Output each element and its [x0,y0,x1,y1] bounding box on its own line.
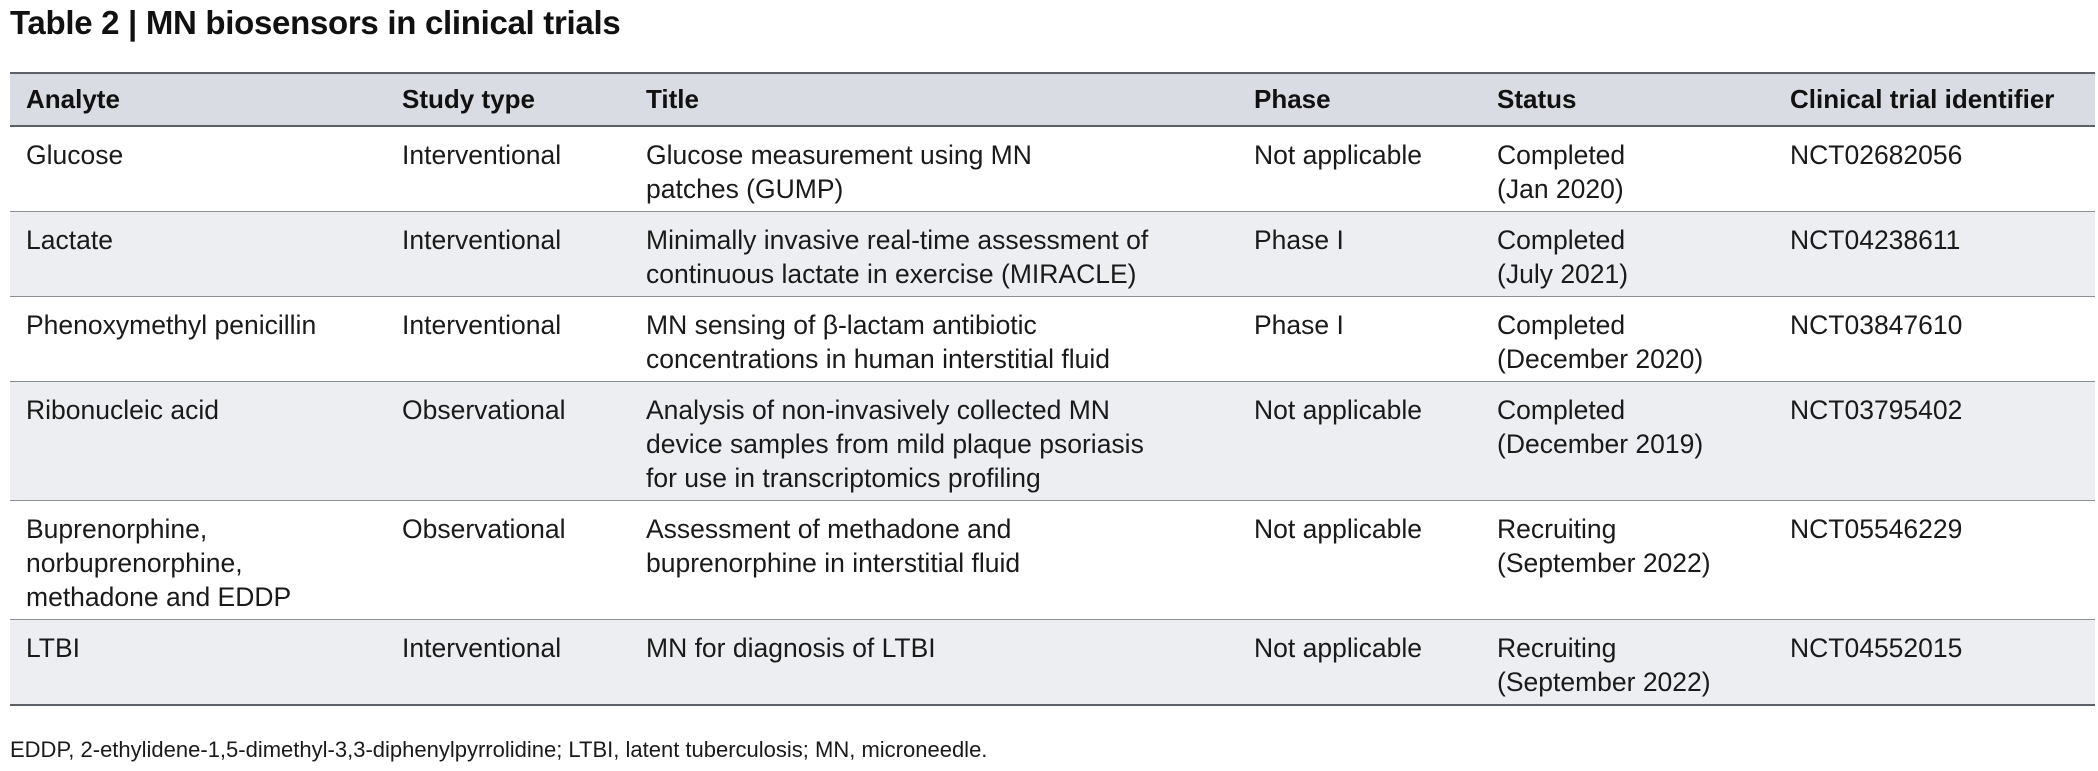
cell-analyte-line: Glucose [26,140,124,170]
table-row: LTBI Interventional MN for diagnosis of LT… [10,619,2095,706]
cell-status-line: Completed [1497,310,1626,340]
cell-title-line: device samples from mild plaque psoriasi… [646,429,1144,459]
cell-title-line: patches (GUMP) [646,174,844,204]
cell-title-line: MN for diagnosis of LTBI [646,633,936,663]
cell-identifier: NCT05546229 [1774,500,2095,620]
cell-status-line: Completed [1497,225,1626,255]
cell-title-line: Analysis of non-invasively collected MN [646,395,1110,425]
cell-title-line: continuous lactate in exercise (MIRACLE) [646,259,1137,289]
cell-status-line: (December 2019) [1497,429,1704,459]
cell-analyte: Ribonucleic acid [10,381,386,501]
header-row: Analyte Study type Title Phase Status Cl… [10,72,2095,127]
cell-status-line: Completed [1497,140,1626,170]
cell-analyte-line: LTBI [26,633,80,663]
cell-status: Recruiting (September 2022) [1481,619,1774,706]
cell-title: Assessment of methadone and buprenorphine… [630,500,1238,620]
cell-status: Completed (December 2019) [1481,381,1774,501]
cell-title-line: concentrations in human interstitial flu… [646,344,1110,374]
cell-title-line: buprenorphine in interstitial fluid [646,548,1021,578]
cell-identifier: NCT04552015 [1774,619,2095,706]
table-row: Lactate Interventional Minimally invasive … [10,211,2095,297]
table-row: Buprenorphine, norbuprenorphine, methadone… [10,500,2095,620]
cell-phase: Not applicable [1238,619,1481,706]
cell-analyte: Glucose [10,126,386,212]
cell-title: MN sensing of β-lactam antibiotic concent… [630,296,1238,382]
cell-title-line: for use in transcriptomics profiling [646,463,1041,493]
cell-status-line: (September 2022) [1497,667,1711,697]
cell-status: Recruiting (September 2022) [1481,500,1774,620]
cell-study-type: Interventional [386,126,630,212]
cell-title: Minimally invasive real-time assessment … [630,211,1238,297]
cell-analyte: Buprenorphine, norbuprenorphine, methadone… [10,500,386,620]
cell-phase: Phase I [1238,296,1481,382]
table-title: Table 2 | MN biosensors in clinical tria… [10,4,621,41]
header-study-type: Study type [386,72,630,127]
cell-analyte: LTBI [10,619,386,706]
cell-status: Completed (July 2021) [1481,211,1774,297]
cell-phase: Not applicable [1238,126,1481,212]
cell-identifier: NCT03847610 [1774,296,2095,382]
cell-study-type: Interventional [386,619,630,706]
cell-study-type: Interventional [386,296,630,382]
table-container: Analyte Study type Title Phase Status Cl… [10,72,2095,706]
cell-analyte-line: Ribonucleic acid [26,395,219,425]
cell-status-line: Recruiting [1497,514,1617,544]
cell-analyte-line: norbuprenorphine, [26,548,243,578]
header-analyte: Analyte [10,72,386,127]
cell-analyte: Phenoxymethyl penicillin [10,296,386,382]
cell-phase: Not applicable [1238,500,1481,620]
cell-phase: Phase I [1238,211,1481,297]
cell-study-type: Observational [386,500,630,620]
cell-identifier: NCT03795402 [1774,381,2095,501]
cell-identifier: NCT04238611 [1774,211,2095,297]
cell-analyte-line: Phenoxymethyl penicillin [26,310,317,340]
cell-title: MN for diagnosis of LTBI [630,619,1238,706]
table-row: Glucose Interventional Glucose measurement… [10,126,2095,212]
clinical-trials-table: Analyte Study type Title Phase Status Cl… [10,72,2095,706]
cell-title-line: Glucose measurement using MN [646,140,1032,170]
table-header: Analyte Study type Title Phase Status Cl… [10,72,2095,127]
cell-identifier: NCT02682056 [1774,126,2095,212]
cell-analyte-line: Lactate [26,225,113,255]
cell-status-line: (December 2020) [1497,344,1704,374]
header-title: Title [630,72,1238,127]
table-row: Phenoxymethyl penicillin Interventional MN… [10,296,2095,382]
cell-status-line: (September 2022) [1497,548,1711,578]
table-row: Ribonucleic acid Observational Analysis of… [10,381,2095,501]
cell-status-line: (July 2021) [1497,259,1629,289]
cell-status-line: Recruiting [1497,633,1617,663]
cell-status: Completed (Jan 2020) [1481,126,1774,212]
cell-title: Analysis of non-invasively collected MN d… [630,381,1238,501]
header-phase: Phase [1238,72,1481,127]
table-body: Glucose Interventional Glucose measurement… [10,126,2095,706]
cell-status-line: Completed [1497,395,1626,425]
cell-title-line: Minimally invasive real-time assessment … [646,225,1149,255]
cell-status: Completed (December 2020) [1481,296,1774,382]
cell-title-line: Assessment of methadone and [646,514,1012,544]
cell-analyte-line: methadone and EDDP [26,582,292,612]
cell-analyte: Lactate [10,211,386,297]
header-status: Status [1481,72,1774,127]
table-footnote: EDDP, 2-ethylidene-1,5-dimethyl-3,3-diph… [10,737,988,762]
cell-study-type: Interventional [386,211,630,297]
cell-status-line: (Jan 2020) [1497,174,1624,204]
cell-title: Glucose measurement using MN patches (GUM… [630,126,1238,212]
cell-phase: Not applicable [1238,381,1481,501]
cell-analyte-line: Buprenorphine, [26,514,208,544]
cell-study-type: Observational [386,381,630,501]
cell-title-line: MN sensing of β-lactam antibiotic [646,310,1037,340]
header-identifier: Clinical trial identifier [1774,72,2095,127]
